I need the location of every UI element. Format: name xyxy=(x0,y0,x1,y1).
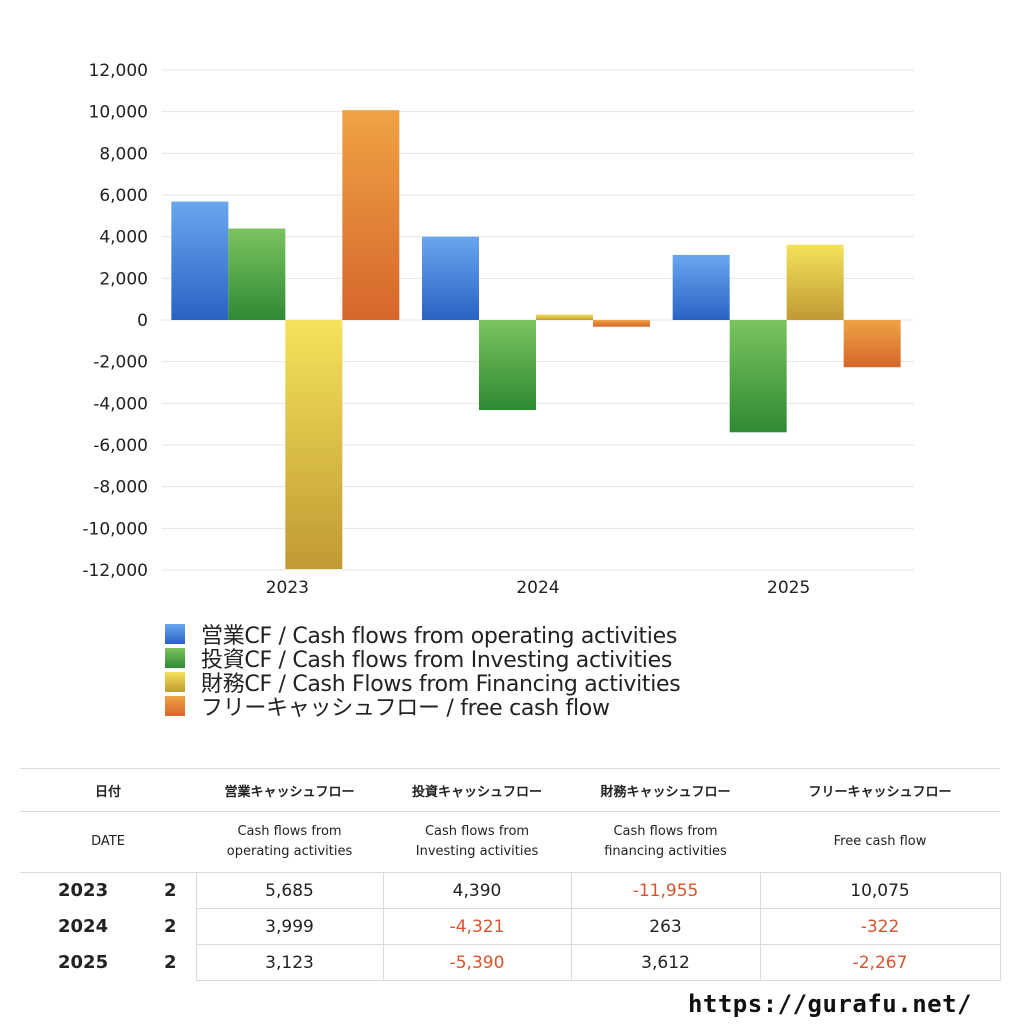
legend: 営業CF / Cash flows from operating activit… xyxy=(165,622,681,721)
table-header-row: 日付 営業キャッシュフロー 投資キャッシュフロー 財務キャッシュフロー フリーキ… xyxy=(20,768,1001,812)
row-year: 2025 xyxy=(58,952,109,973)
legend-item-financing: 財務CF / Cash Flows from Financing activit… xyxy=(165,670,681,697)
subheader-text: Cash flows from xyxy=(424,824,530,839)
subheader-financing: Cash flows from financing activities xyxy=(571,811,761,873)
bar-2025-series-1 xyxy=(729,320,787,433)
legend-label: フリーキャッシュフロー / free cash flow xyxy=(201,696,610,721)
cash-flow-bar-chart: 12,000 10,000 8,000 6,000 4,000 2,000 0 -2,000 -… xyxy=(82,61,914,598)
bar-2025-series-3 xyxy=(843,320,901,368)
bar-2024-series-3 xyxy=(593,320,650,327)
row-operating: 3,999 xyxy=(195,908,384,945)
y-tick-label: 12,000 xyxy=(89,61,148,81)
bar-2024-series-0 xyxy=(422,236,479,320)
subheader-text: Investing activities xyxy=(415,844,539,859)
y-tick-label: -12,000 xyxy=(82,561,148,581)
subheader-operating: Cash flows from operating activities xyxy=(196,811,384,873)
header-date: 日付 xyxy=(20,768,197,812)
bars xyxy=(171,110,901,570)
legend-swatch-investing xyxy=(165,648,185,668)
row-operating: 3,123 xyxy=(195,944,384,981)
header-free: フリーキャッシュフロー xyxy=(760,768,1001,812)
y-tick-label: -6,000 xyxy=(93,436,148,456)
legend-item-operating: 営業CF / Cash flows from operating activit… xyxy=(165,622,680,649)
bar-2023-series-3 xyxy=(342,110,400,321)
data-table: 日付 営業キャッシュフロー 投資キャッシュフロー 財務キャッシュフロー フリーキ… xyxy=(20,768,1001,981)
legend-swatch-financing xyxy=(165,672,185,692)
y-tick-label: 0 xyxy=(137,311,148,331)
row-quarter: 2 xyxy=(145,908,197,945)
header-operating: 営業キャッシュフロー xyxy=(196,768,384,812)
x-axis-ticks: 2023 2024 2025 xyxy=(266,578,811,598)
header-investing: 投資キャッシュフロー xyxy=(383,768,572,812)
subheader-free: Free cash flow xyxy=(760,811,1001,873)
row-investing: -5,390 xyxy=(382,944,572,981)
y-tick-label: 6,000 xyxy=(99,186,148,206)
legend-label: 営業CF / Cash flows from operating activit… xyxy=(201,624,678,649)
bar-2024-series-1 xyxy=(479,320,536,411)
bar-2024-series-2 xyxy=(536,314,593,320)
row-year: 2023 xyxy=(58,880,109,902)
bar-2023-series-2 xyxy=(285,320,343,570)
subheader-text: Cash flows from xyxy=(237,824,342,839)
row-year: 2024 xyxy=(58,916,109,937)
row-financing: 3,612 xyxy=(570,944,761,981)
y-tick-label: 10,000 xyxy=(89,103,148,123)
legend-item-free-cash-flow: フリーキャッシュフロー / free cash flow xyxy=(165,694,680,721)
row-investing: -4,321 xyxy=(382,908,572,945)
x-tick-label: 2024 xyxy=(516,578,559,598)
y-tick-label: -10,000 xyxy=(82,519,148,539)
legend-swatch-free-cash-flow xyxy=(165,696,185,716)
legend-label: 投資CF / Cash flows from Investing activit… xyxy=(201,648,672,673)
legend-swatch-operating xyxy=(165,624,185,644)
x-tick-label: 2023 xyxy=(266,578,309,598)
y-tick-label: -2,000 xyxy=(93,353,148,373)
row-operating: 5,685 xyxy=(195,872,384,909)
subheader-text: financing activities xyxy=(604,844,727,859)
y-tick-label: -8,000 xyxy=(93,478,148,498)
subheader-text: Cash flows from xyxy=(613,824,718,839)
legend-item-investing: 投資CF / Cash flows from Investing activit… xyxy=(165,646,680,673)
legend-label: 財務CF / Cash Flows from Financing activit… xyxy=(201,672,681,697)
subheader-date: DATE xyxy=(20,811,197,873)
y-tick-label: 2,000 xyxy=(99,269,148,289)
bar-2023-series-1 xyxy=(228,228,286,320)
y-tick-label: 4,000 xyxy=(99,228,148,248)
bar-2025-series-2 xyxy=(786,244,844,320)
row-quarter: 2 xyxy=(145,872,197,909)
bar-2025-series-0 xyxy=(672,254,730,320)
bar-2023-series-0 xyxy=(171,201,229,320)
y-axis-ticks: 12,000 10,000 8,000 6,000 4,000 2,000 0 -2,000 -… xyxy=(82,61,148,581)
row-quarter: 2 xyxy=(145,944,197,981)
subheader-investing: Cash flows from Investing activities xyxy=(383,811,572,873)
y-tick-label: -4,000 xyxy=(93,394,148,414)
table-row: 2024 2 3,999 -4,321 263 -322 xyxy=(20,908,1001,945)
source-url: https://gurafu.net/ xyxy=(687,990,972,1018)
row-free: -322 xyxy=(759,908,1001,945)
subheader-text: operating activities xyxy=(226,844,353,859)
table-row: 2025 2 3,123 -5,390 3,612 -2,267 xyxy=(20,944,1001,981)
table-row: 2023 2 5,685 4,390 -11,955 10,075 xyxy=(20,872,1001,909)
header-financing: 財務キャッシュフロー xyxy=(571,768,761,812)
row-financing: 263 xyxy=(570,908,761,945)
row-financing: -11,955 xyxy=(570,872,761,909)
x-tick-label: 2025 xyxy=(767,578,810,598)
row-investing: 4,390 xyxy=(382,872,572,909)
row-free: 10,075 xyxy=(759,872,1001,909)
y-tick-label: 8,000 xyxy=(99,144,148,164)
row-free: -2,267 xyxy=(759,944,1001,981)
table-subheader-row: DATE Cash flows from operating activities… xyxy=(20,811,1001,873)
